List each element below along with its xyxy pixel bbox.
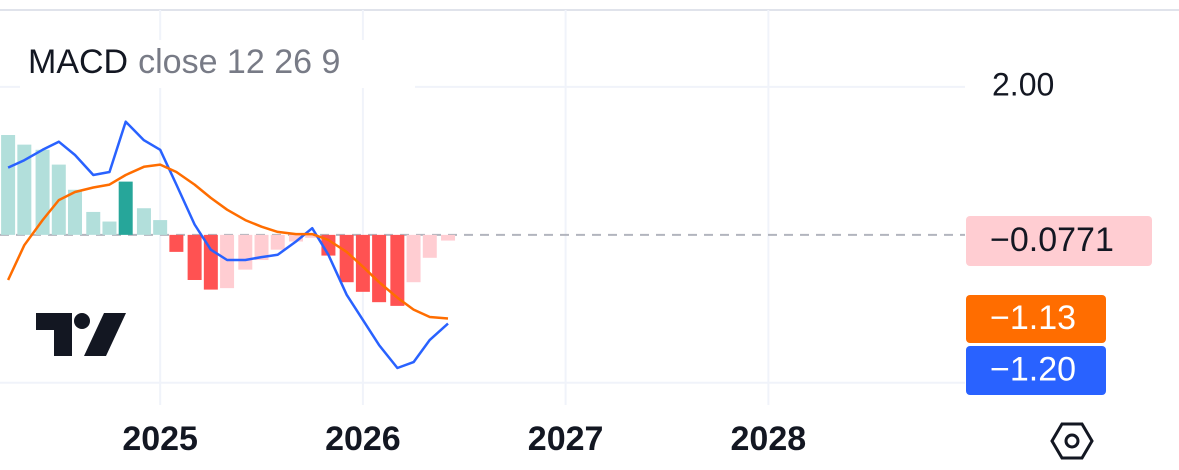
histogram-bar bbox=[390, 234, 405, 306]
histogram-bar bbox=[35, 149, 50, 235]
value-label-box bbox=[966, 295, 1106, 343]
plot bbox=[1, 120, 456, 370]
histogram-bar bbox=[86, 211, 101, 235]
axis: 20252026202720282.00−2.00−0.0771−1.13−1.… bbox=[122, 66, 1152, 458]
histogram-bar bbox=[254, 234, 269, 261]
value-label-box bbox=[966, 346, 1106, 395]
histogram-bar bbox=[305, 234, 320, 238]
x-tick-label: 2025 bbox=[122, 420, 198, 458]
legend-params: close 12 26 9 bbox=[138, 43, 340, 81]
x-tick-label: 2026 bbox=[325, 420, 401, 458]
histogram-bar bbox=[203, 234, 218, 290]
histogram-bar bbox=[422, 234, 437, 258]
histogram-bar bbox=[270, 234, 285, 250]
histogram-bar bbox=[1, 135, 16, 235]
histogram-bar bbox=[136, 208, 151, 235]
legend-background bbox=[20, 40, 415, 88]
histogram-bar bbox=[118, 181, 133, 235]
legend-title: MACD bbox=[28, 43, 128, 81]
logo bbox=[36, 313, 126, 356]
histogram-bar bbox=[187, 234, 202, 280]
value-label-box bbox=[966, 216, 1152, 266]
line bbox=[6, 163, 449, 320]
histogram-bar bbox=[406, 234, 421, 283]
histogram-bar bbox=[441, 234, 456, 241]
line bbox=[7, 120, 449, 370]
value-label: −1.20 bbox=[990, 350, 1076, 388]
legend: MACD close 12 26 9 bbox=[28, 43, 340, 81]
x-tick-label: 2028 bbox=[731, 420, 807, 458]
histogram-bar bbox=[17, 144, 32, 235]
value-label: −1.13 bbox=[990, 299, 1076, 337]
histogram-bar bbox=[238, 234, 253, 270]
histogram-bar bbox=[355, 234, 370, 292]
histogram-bar bbox=[288, 234, 303, 242]
settings-icon[interactable] bbox=[1050, 422, 1094, 460]
x-tick-label: 2027 bbox=[528, 420, 604, 458]
histogram-bar bbox=[372, 234, 387, 303]
histogram-bar bbox=[220, 234, 235, 289]
value-label: −0.0771 bbox=[990, 221, 1114, 259]
histogram-bar bbox=[68, 189, 83, 235]
y-tick-label: 2.00 bbox=[992, 66, 1054, 102]
histogram-bar bbox=[339, 234, 354, 283]
histogram-bar bbox=[169, 234, 184, 252]
histogram-bar bbox=[153, 220, 168, 235]
histogram-bar bbox=[102, 221, 117, 235]
